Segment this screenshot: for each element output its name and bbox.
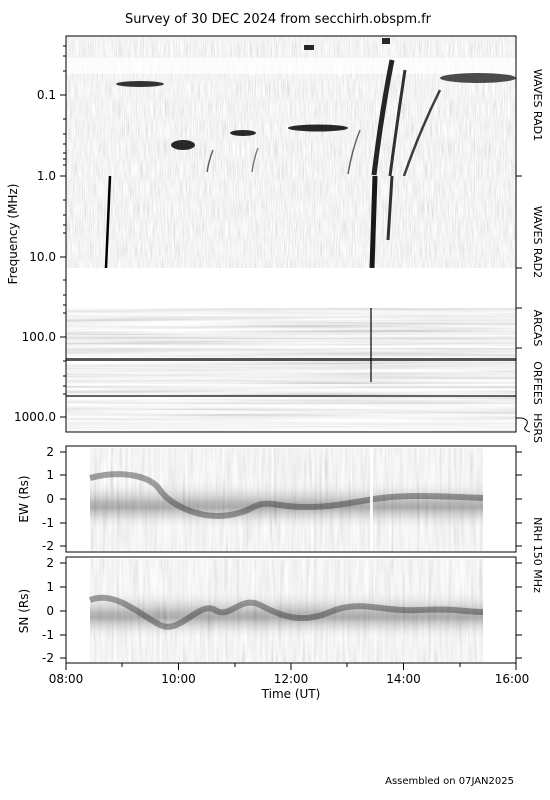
spectrogram-panel [65,35,517,433]
y-tick-label: 1000.0 [14,410,56,424]
y-tick-label: 2 [46,556,54,570]
y-tick-label: -2 [42,539,54,553]
spectrogram-right-ticks [516,175,522,419]
rad1-bright-band [66,58,516,74]
instrument-label-rad1: WAVES RAD1 [531,69,544,141]
spectrogram-y-axis [60,45,66,418]
rad2-bursts [104,175,394,269]
sn-panel [65,556,517,664]
ew-y-axis [60,451,522,547]
hsrs-bracket [521,417,531,433]
sn-band [90,590,483,640]
instrument-label-rad2: WAVES RAD2 [531,206,544,278]
y-tick-label: -1 [42,628,54,642]
sn-y-axis [60,562,522,659]
y-tick-label: 1 [46,468,54,482]
y-tick-label: 100.0 [22,330,56,344]
y-tick-label: 1.0 [37,169,56,183]
x-tick-label: 12:00 [274,672,309,686]
x-tick-label: 14:00 [386,672,421,686]
ew-axis-label: EW (Rs) [17,475,31,522]
rad1-drift-bursts [206,59,442,177]
assembled-note: Assembled on 07JAN2025 [385,776,514,787]
y-axis-label: Frequency (MHz) [6,184,20,285]
instrument-labels: WAVES RAD1 WAVES RAD2 ARCAS ORFEES HSRS [531,69,544,443]
chart-title: Survey of 30 DEC 2024 from secchirh.obsp… [125,12,432,27]
y-tick-label: 0.1 [37,88,56,102]
sn-axis-label: SN (Rs) [17,589,31,633]
sn-trace [88,594,484,630]
ew-trace [89,471,484,519]
y-tick-label: 2 [46,445,54,459]
rad2-background [66,176,516,268]
instrument-label-nrh: NRH 150 MHz [531,517,544,593]
instrument-label-orfees: ORFEES [531,361,544,405]
x-tick-label: 08:00 [49,672,84,686]
y-tick-label: 10.0 [29,250,56,264]
orfees-background [66,348,516,432]
x-axis-label: Time (UT) [261,687,321,701]
rad1-background [66,36,516,176]
ew-gap-line [370,448,373,551]
arcas-background [66,308,516,348]
y-tick-label: 1 [46,580,54,594]
ew-y-tick-labels: 2 1 0 -1 -2 [42,445,54,553]
x-tick-label: 10:00 [161,672,196,686]
spectrogram-frame [65,35,517,433]
rad1-features [116,38,516,150]
data-gap [66,268,516,308]
orfees-features [66,308,516,430]
y-tick-label: -2 [42,651,54,665]
x-tick-label: 16:00 [495,672,530,686]
y-tick-label: 0 [46,604,54,618]
instrument-label-hsrs: HSRS [531,413,544,443]
sn-y-tick-labels: 2 1 0 -1 -2 [42,556,54,665]
ew-band [90,480,483,530]
ew-panel [65,445,517,553]
x-axis-ticks [65,663,517,670]
y-tick-label: -1 [42,516,54,530]
y-tick-label: 0 [46,492,54,506]
instrument-label-arcas: ARCAS [531,310,544,347]
spectrogram-y-tick-labels: 0.1 1.0 10.0 100.0 1000.0 [14,88,56,424]
x-tick-labels: 08:00 10:00 12:00 14:00 16:00 [49,672,530,686]
